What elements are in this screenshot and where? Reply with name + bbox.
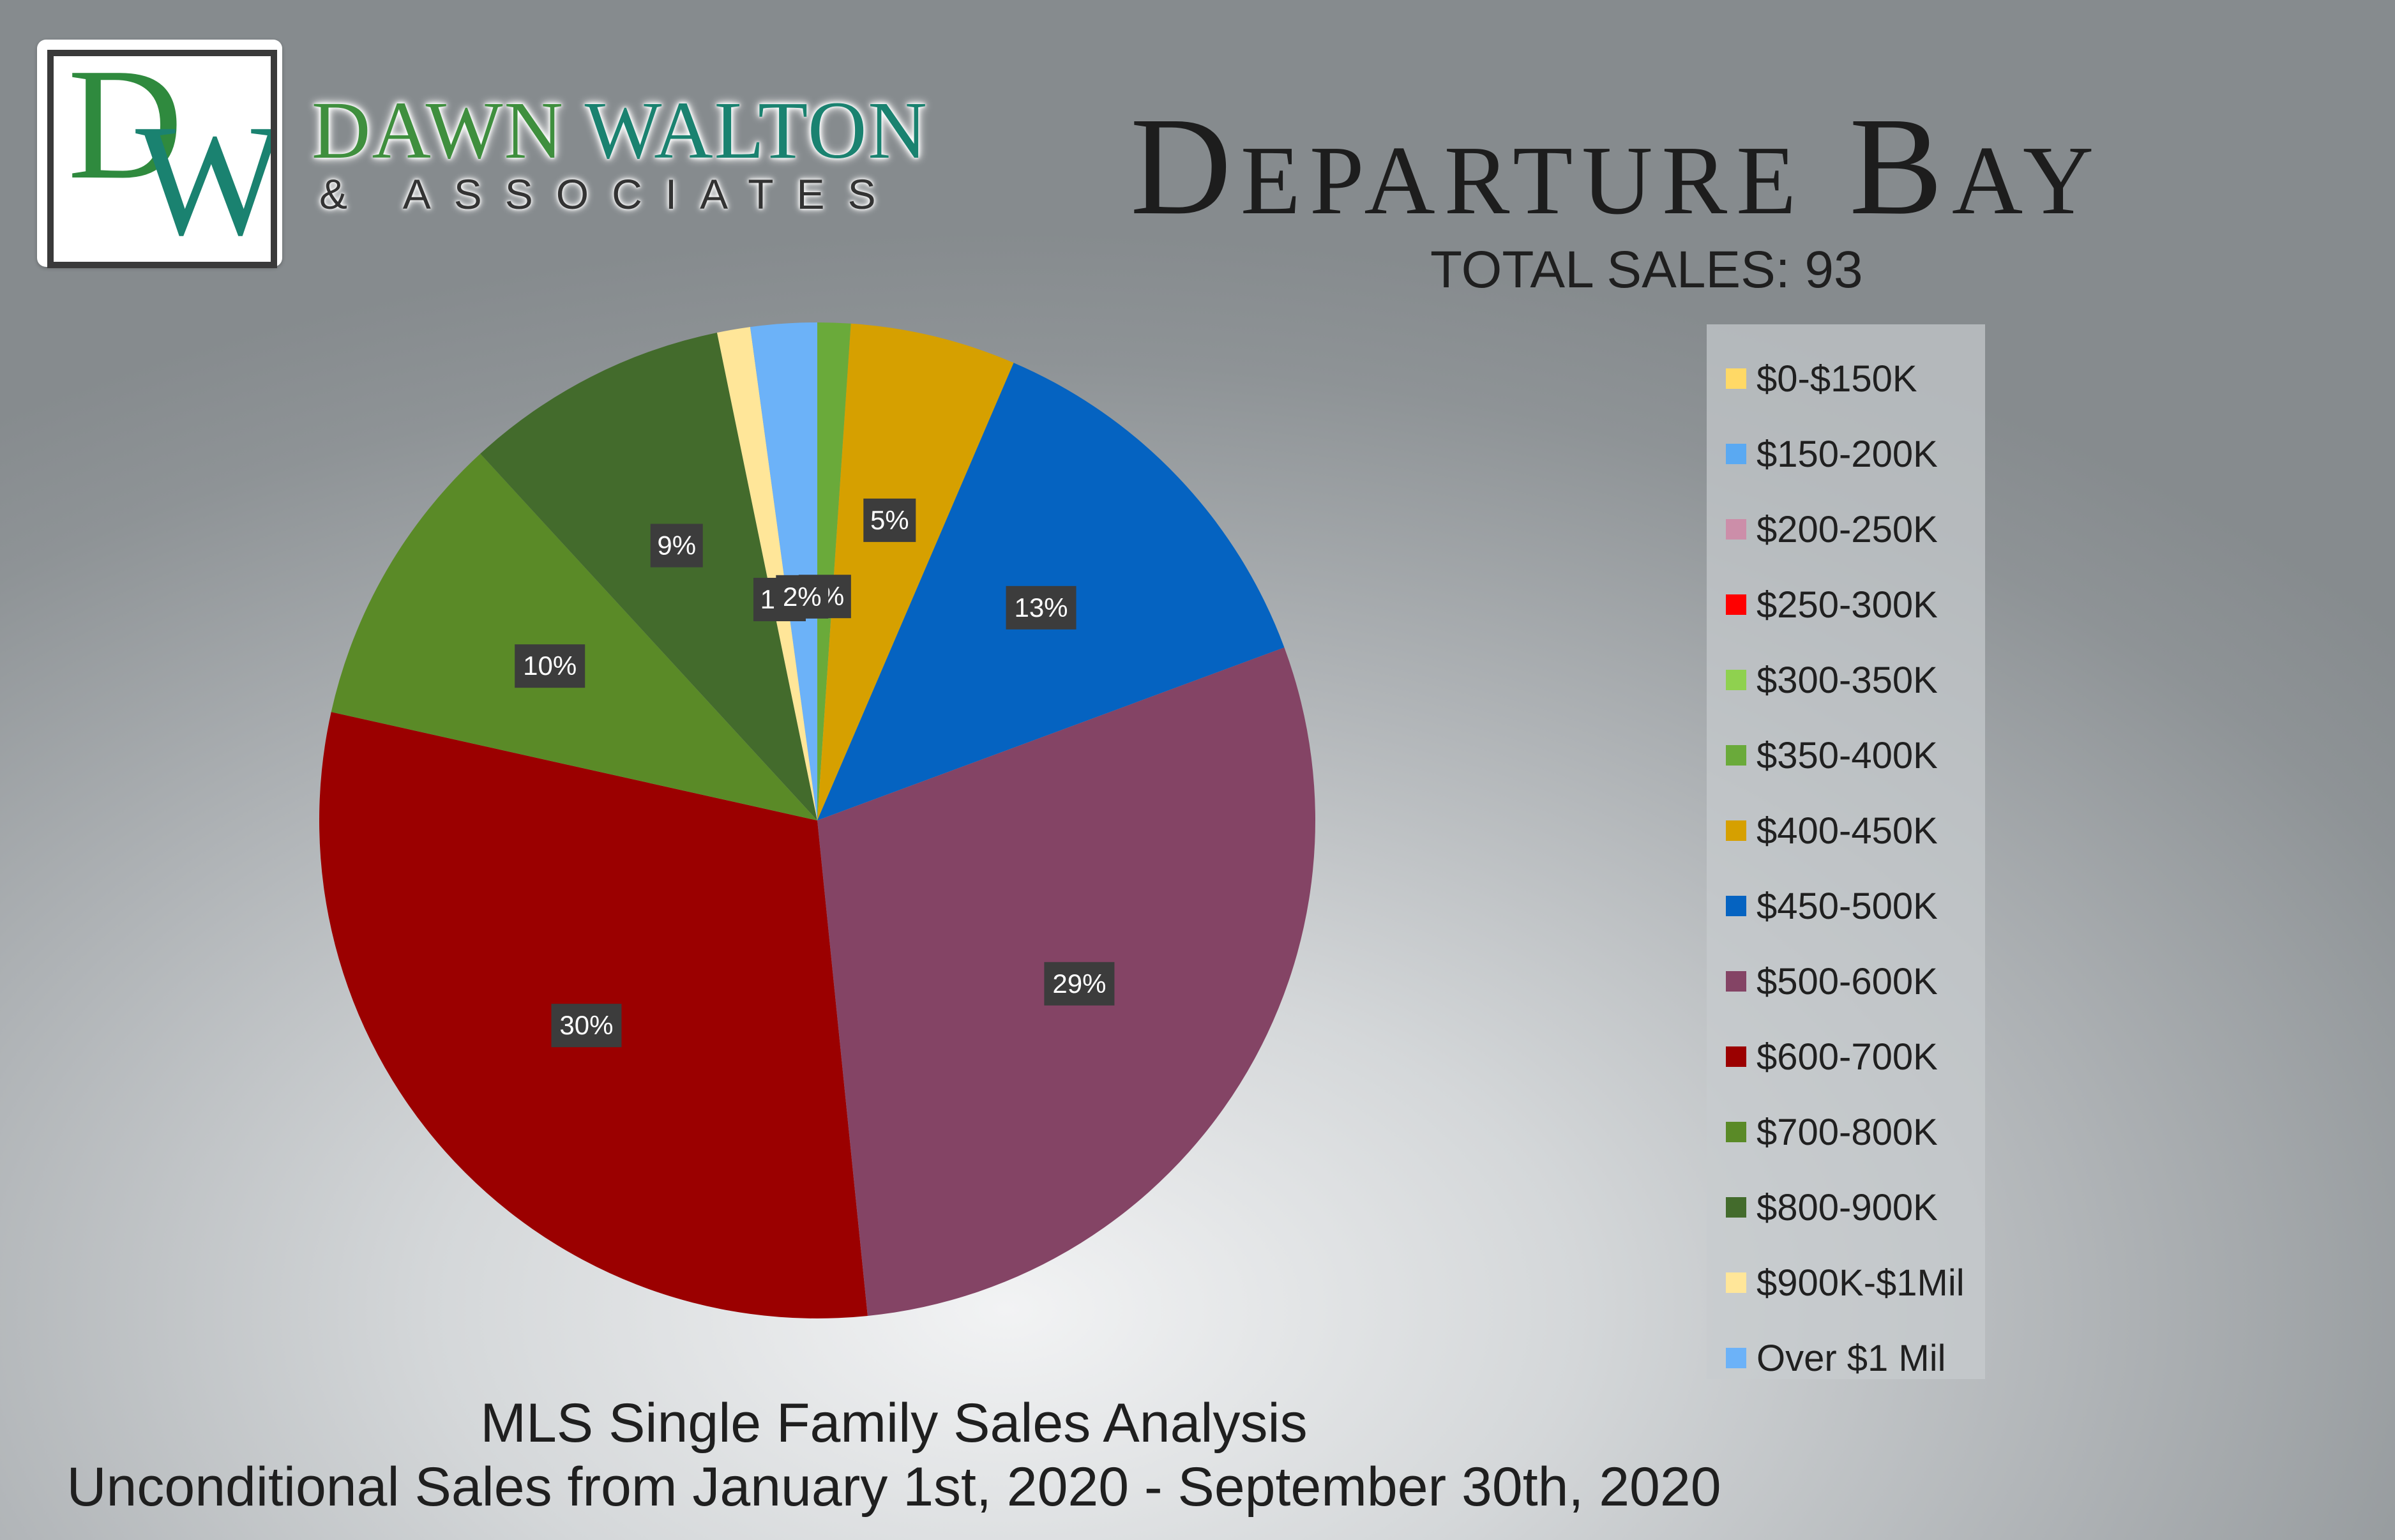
- legend-label: $200-250K: [1757, 508, 1938, 550]
- legend-label: $500-600K: [1757, 960, 1938, 1002]
- legend-label: $150-200K: [1757, 433, 1938, 475]
- data-label-box: [515, 644, 586, 688]
- legend-swatch: [1726, 820, 1746, 841]
- legend-item: $150-200K: [1707, 416, 1985, 492]
- brand-name-first: DAWN: [312, 85, 564, 176]
- legend-swatch: [1726, 368, 1746, 389]
- footer-date-range: Unconditional Sales from January 1st, 20…: [66, 1456, 1721, 1518]
- legend-item: $800-900K: [1707, 1170, 1985, 1245]
- legend-swatch: [1726, 670, 1746, 690]
- pie-slice-over-1-mil: [750, 322, 817, 820]
- legend-swatch: [1726, 1046, 1746, 1067]
- legend-item: $700-800K: [1707, 1094, 1985, 1170]
- pie-slice-700-800k: [331, 453, 817, 820]
- data-label: 30%: [551, 1004, 622, 1048]
- legend-swatch: [1726, 444, 1746, 464]
- data-label-box: [551, 1004, 622, 1048]
- pie-slice-400-450k: [817, 323, 1014, 820]
- legend-swatch: [1726, 971, 1746, 992]
- data-label-text: 30%: [559, 1010, 613, 1040]
- legend-item: $400-450K: [1707, 793, 1985, 868]
- brand-name-last: WALTON: [584, 85, 928, 176]
- pie-slice-800-900k: [480, 332, 817, 820]
- legend-swatch: [1726, 1272, 1746, 1293]
- legend-label: $0-$150K: [1757, 358, 1917, 400]
- pie-slice-900k-1mil: [716, 327, 817, 820]
- data-label: 2%: [776, 575, 829, 619]
- legend-item: $500-600K: [1707, 944, 1985, 1019]
- logo: D W: [37, 40, 282, 268]
- legend-item: $0-$150K: [1707, 341, 1985, 416]
- legend-item: $450-500K: [1707, 868, 1985, 944]
- legend-label: $350-400K: [1757, 734, 1938, 776]
- data-label-box: [863, 498, 916, 542]
- data-label-text: 29%: [1052, 969, 1106, 999]
- data-label: 10%: [515, 644, 586, 688]
- logo-letter-d: D: [68, 50, 183, 213]
- data-label-box: [1006, 585, 1077, 630]
- logo-letter-w: W: [135, 92, 277, 268]
- legend-label: $600-700K: [1757, 1036, 1938, 1078]
- legend-label: $900K-$1Mil: [1757, 1262, 1965, 1304]
- legend-swatch: [1726, 519, 1746, 540]
- legend-item: $200-250K: [1707, 492, 1985, 567]
- legend-label: $450-500K: [1757, 885, 1938, 927]
- data-label: 5%: [863, 498, 916, 542]
- legend-swatch: [1726, 594, 1746, 615]
- legend-swatch: [1726, 1122, 1746, 1142]
- legend-item: $300-350K: [1707, 642, 1985, 718]
- brand-name: DAWN WALTON: [312, 89, 928, 171]
- data-label-box: [1044, 962, 1115, 1006]
- data-label-text: 2%: [783, 582, 822, 612]
- chart-legend: $0-$150K $150-200K $200-250K $250-300K $300-…: [1707, 324, 1985, 1379]
- legend-item: $250-300K: [1707, 567, 1985, 642]
- legend-item: $600-700K: [1707, 1019, 1985, 1094]
- legend-swatch: [1726, 896, 1746, 916]
- legend-swatch: [1726, 745, 1746, 766]
- data-label-box: [776, 575, 829, 619]
- legend-swatch: [1726, 1197, 1746, 1218]
- legend-item: $900K-$1Mil: [1707, 1245, 1985, 1320]
- data-label-box: [650, 524, 703, 568]
- page-title: Departure Bay: [1130, 88, 2103, 244]
- legend-label: $400-450K: [1757, 810, 1938, 852]
- data-label-text: 10%: [523, 651, 577, 681]
- footer-heading: MLS Single Family Sales Analysis: [480, 1393, 1308, 1454]
- data-label-text: 9%: [657, 530, 696, 560]
- legend-label: $300-350K: [1757, 659, 1938, 701]
- legend-label: $700-800K: [1757, 1111, 1938, 1153]
- data-label-text: 5%: [870, 505, 909, 535]
- data-label: 29%: [1044, 962, 1115, 1006]
- legend-swatch: [1726, 1348, 1746, 1368]
- logo-frame: D W: [47, 50, 277, 268]
- pie-slice-350-400k: [817, 322, 851, 820]
- total-sales: TOTAL SALES: 93: [1430, 241, 1863, 299]
- data-label: 9%: [650, 524, 703, 568]
- data-label-text: 13%: [1014, 593, 1068, 623]
- brand-subtitle: & ASSOCIATES: [319, 170, 899, 218]
- legend-label: $800-900K: [1757, 1186, 1938, 1228]
- data-label: 13%: [1006, 585, 1077, 630]
- legend-label: Over $1 Mil: [1757, 1337, 1946, 1379]
- legend-item: Over $1 Mil: [1707, 1320, 1985, 1396]
- legend-label: $250-300K: [1757, 584, 1938, 626]
- legend-item: $350-400K: [1707, 718, 1985, 793]
